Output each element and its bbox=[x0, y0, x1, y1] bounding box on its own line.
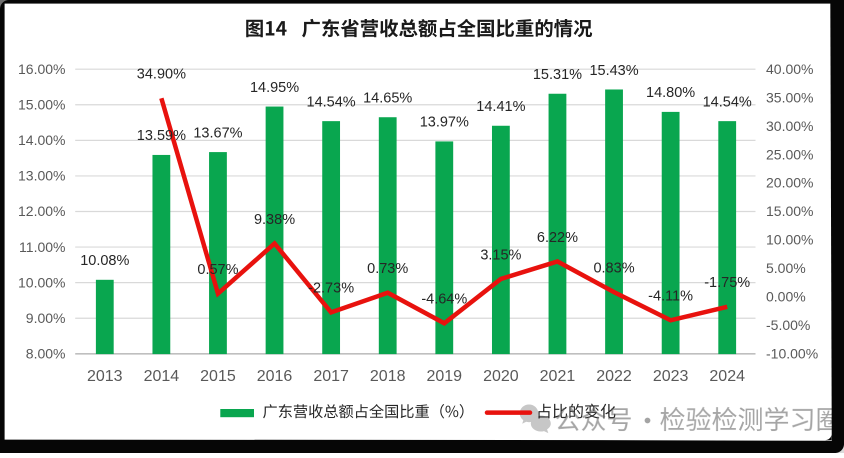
svg-text:14.54%: 14.54% bbox=[703, 94, 752, 110]
svg-text:-2.73%: -2.73% bbox=[308, 281, 354, 297]
svg-text:-5.00%: -5.00% bbox=[766, 317, 810, 333]
svg-text:2024: 2024 bbox=[709, 368, 745, 385]
svg-text:2014: 2014 bbox=[144, 368, 180, 385]
svg-text:0.57%: 0.57% bbox=[197, 262, 238, 278]
svg-text:10.00%: 10.00% bbox=[18, 274, 65, 290]
svg-text:2021: 2021 bbox=[540, 368, 576, 385]
svg-text:2019: 2019 bbox=[426, 368, 462, 385]
svg-text:30.00%: 30.00% bbox=[766, 118, 813, 134]
svg-text:25.00%: 25.00% bbox=[766, 146, 813, 162]
svg-text:14.00%: 14.00% bbox=[18, 132, 65, 148]
svg-text:14.80%: 14.80% bbox=[646, 85, 695, 101]
svg-text:8.00%: 8.00% bbox=[26, 346, 66, 362]
svg-text:3.15%: 3.15% bbox=[480, 247, 521, 263]
svg-text:14.41%: 14.41% bbox=[476, 99, 525, 115]
svg-text:40.00%: 40.00% bbox=[766, 61, 813, 77]
svg-text:20.00%: 20.00% bbox=[766, 175, 813, 191]
svg-text:10.08%: 10.08% bbox=[80, 253, 129, 269]
svg-text:13.67%: 13.67% bbox=[193, 125, 242, 141]
svg-text:0.00%: 0.00% bbox=[766, 289, 806, 305]
svg-text:14.65%: 14.65% bbox=[363, 91, 412, 107]
svg-text:0.73%: 0.73% bbox=[367, 261, 408, 277]
svg-text:2023: 2023 bbox=[653, 368, 689, 385]
svg-text:15.43%: 15.43% bbox=[589, 63, 638, 79]
svg-text:-4.64%: -4.64% bbox=[421, 292, 467, 308]
svg-text:10.00%: 10.00% bbox=[766, 232, 813, 248]
svg-text:9.38%: 9.38% bbox=[254, 212, 295, 228]
svg-text:-10.00%: -10.00% bbox=[766, 346, 818, 362]
svg-text:2016: 2016 bbox=[257, 368, 293, 385]
svg-text:13.97%: 13.97% bbox=[420, 115, 469, 131]
svg-text:9.00%: 9.00% bbox=[26, 310, 66, 326]
svg-text:15.00%: 15.00% bbox=[766, 203, 813, 219]
svg-text:-1.75%: -1.75% bbox=[704, 275, 750, 291]
svg-text:-4.11%: -4.11% bbox=[648, 289, 693, 305]
svg-text:2022: 2022 bbox=[596, 368, 632, 385]
svg-text:14.95%: 14.95% bbox=[250, 80, 299, 96]
svg-text:12.00%: 12.00% bbox=[18, 203, 65, 219]
svg-text:14.54%: 14.54% bbox=[307, 94, 356, 110]
svg-text:0.83%: 0.83% bbox=[593, 260, 634, 276]
svg-text:2018: 2018 bbox=[370, 368, 406, 385]
svg-text:11.00%: 11.00% bbox=[19, 239, 65, 255]
svg-text:6.22%: 6.22% bbox=[537, 230, 578, 246]
svg-text:15.00%: 15.00% bbox=[18, 96, 65, 112]
svg-text:15.31%: 15.31% bbox=[533, 67, 582, 83]
svg-text:13.00%: 13.00% bbox=[18, 168, 65, 184]
svg-text:2013: 2013 bbox=[87, 368, 123, 385]
svg-text:13.59%: 13.59% bbox=[137, 128, 186, 144]
svg-text:5.00%: 5.00% bbox=[766, 260, 806, 276]
svg-text:35.00%: 35.00% bbox=[766, 89, 813, 105]
svg-text:2017: 2017 bbox=[313, 368, 349, 385]
svg-text:2015: 2015 bbox=[200, 368, 236, 385]
svg-text:2020: 2020 bbox=[483, 368, 519, 385]
svg-text:34.90%: 34.90% bbox=[137, 67, 186, 83]
svg-text:16.00%: 16.00% bbox=[18, 61, 65, 77]
